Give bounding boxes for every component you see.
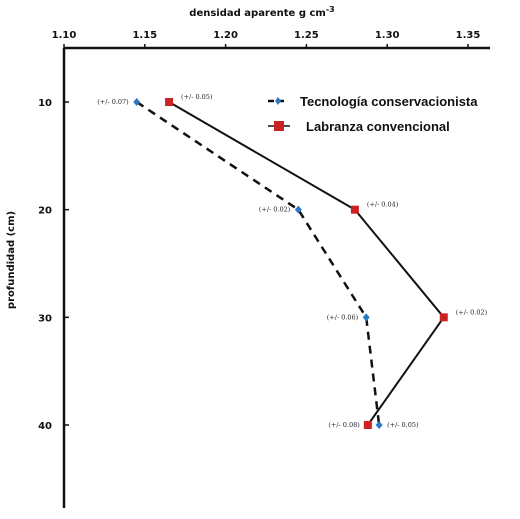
data-label: (+/- 0.04) bbox=[367, 201, 399, 209]
data-point-square bbox=[350, 205, 359, 214]
data-point-square bbox=[439, 313, 448, 322]
series-line-0 bbox=[136, 100, 381, 426]
data-point-diamond bbox=[294, 205, 302, 214]
x-tick-label: 1.20 bbox=[213, 30, 238, 41]
data-label: (+/- 0.02) bbox=[456, 308, 488, 316]
data-point-square bbox=[165, 98, 174, 106]
legend-marker-conservacionista bbox=[275, 97, 281, 105]
x-axis-title: densidad aparente g cm-3 bbox=[189, 5, 334, 19]
legend-marker-convencional bbox=[274, 121, 284, 131]
x-tick-label: 1.15 bbox=[132, 30, 157, 41]
data-point-diamond bbox=[362, 313, 370, 322]
legend: Tecnología conservacionista Labranza con… bbox=[268, 94, 478, 134]
data-label: (+/- 0.06) bbox=[327, 313, 359, 321]
data-point-diamond bbox=[375, 421, 383, 429]
y-axis-title: profundidad (cm) bbox=[6, 211, 17, 309]
legend-label-conservacionista: Tecnología conservacionista bbox=[300, 94, 478, 109]
y-tick-label: 20 bbox=[38, 206, 52, 217]
data-point-diamond bbox=[133, 98, 141, 106]
data-label: (+/- 0.08) bbox=[328, 421, 360, 429]
data-label: (+/- 0.02) bbox=[259, 206, 291, 214]
y-tick-label: 40 bbox=[38, 421, 52, 432]
data-label: (+/- 0.07) bbox=[97, 98, 129, 106]
y-tick-label: 30 bbox=[38, 313, 52, 324]
y-tick-label: 10 bbox=[38, 98, 52, 109]
x-tick-label: 1.10 bbox=[52, 30, 77, 41]
x-tick-label: 1.30 bbox=[375, 30, 400, 41]
data-label: (+/- 0.05) bbox=[387, 421, 419, 429]
legend-label-convencional: Labranza convencional bbox=[306, 119, 450, 134]
series-line-1 bbox=[168, 101, 446, 426]
x-tick-label: 1.25 bbox=[294, 30, 319, 41]
data-label: (+/- 0.05) bbox=[181, 93, 213, 101]
x-tick-label: 1.35 bbox=[456, 30, 481, 41]
data-point-square bbox=[363, 421, 372, 429]
